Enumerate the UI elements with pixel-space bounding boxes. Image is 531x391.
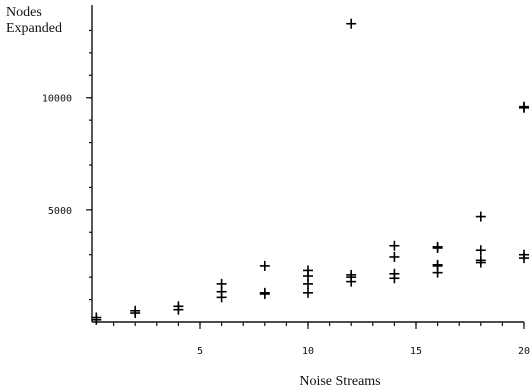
data-point xyxy=(475,257,486,268)
data-point xyxy=(519,253,529,264)
data-point xyxy=(303,287,313,298)
x-tick-label: 20 xyxy=(518,346,530,357)
y-tick-label: 5000 xyxy=(48,206,72,217)
data-point xyxy=(389,240,400,251)
data-point xyxy=(346,18,357,29)
axis-ticks xyxy=(86,29,525,329)
x-axis-title: Noise Streams xyxy=(299,374,380,389)
data-point xyxy=(346,276,357,287)
data-point xyxy=(130,308,141,319)
data-point xyxy=(259,288,270,299)
data-point xyxy=(259,260,270,271)
data-point xyxy=(519,102,529,113)
x-tick-label: 5 xyxy=(197,346,203,357)
data-point xyxy=(303,278,313,289)
data-point xyxy=(475,245,486,256)
data-point xyxy=(389,273,400,284)
y-axis-title-line: Nodes xyxy=(6,5,42,20)
data-point xyxy=(91,314,102,325)
data-point xyxy=(173,304,184,315)
x-tick-label: 10 xyxy=(302,346,314,357)
data-point xyxy=(432,242,443,253)
data-point xyxy=(216,292,227,303)
y-tick-label: 10000 xyxy=(42,94,72,105)
x-tick-label: 15 xyxy=(410,346,422,357)
data-point xyxy=(475,211,486,222)
tick-labels: 5 10 15 20 5000 10000 xyxy=(42,94,530,357)
data-point xyxy=(389,251,400,262)
y-axis-title-line: Expanded xyxy=(6,21,62,36)
data-points xyxy=(91,18,529,325)
data-point xyxy=(432,267,443,278)
